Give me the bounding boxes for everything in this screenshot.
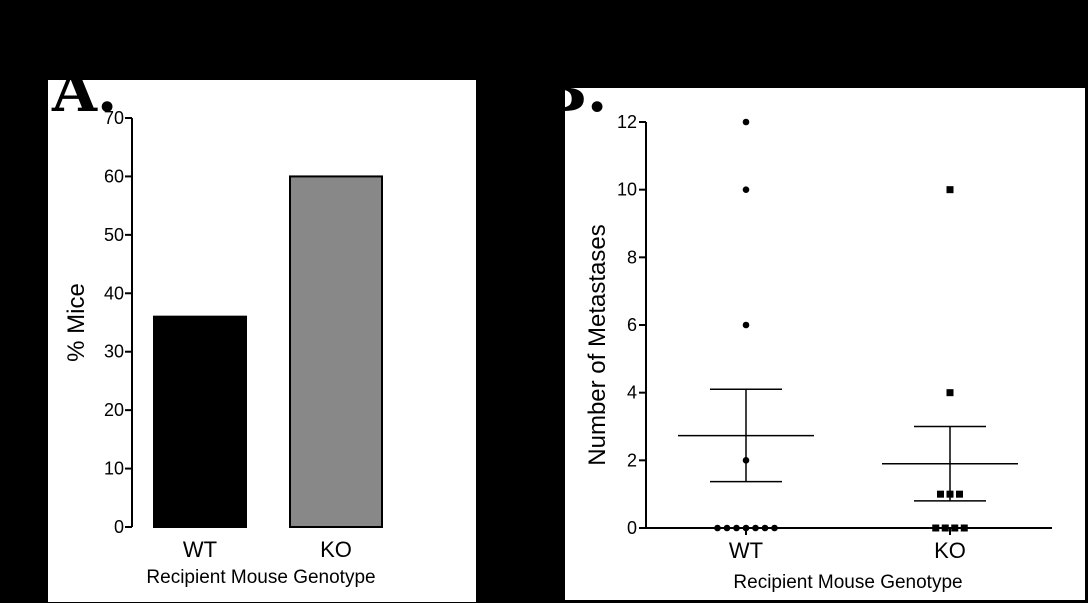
y-tick-label: 50	[104, 225, 124, 245]
y-tick-label: 70	[104, 108, 124, 128]
y-tick-label: 0	[627, 518, 637, 538]
y-tick-label: 12	[617, 112, 637, 132]
y-axis-title: % Mice	[63, 283, 90, 362]
data-point	[752, 524, 759, 532]
y-tick-label: 60	[104, 166, 124, 186]
top-band	[0, 0, 1088, 80]
y-tick-label: 0	[114, 517, 124, 537]
data-point	[946, 186, 954, 194]
data-point	[714, 524, 721, 532]
bar-ko	[289, 175, 383, 529]
data-point	[771, 524, 778, 532]
x-tick-label: WT	[183, 537, 217, 562]
data-point	[937, 490, 944, 498]
bar-wt	[153, 315, 247, 528]
y-tick-label: 10	[104, 459, 124, 479]
y-tick-label: 2	[627, 450, 637, 470]
data-point	[951, 524, 959, 532]
data-point	[941, 524, 949, 532]
data-point	[723, 524, 731, 532]
x-axis-title: Recipient Mouse Genotype	[733, 572, 962, 593]
y-tick-label: 40	[104, 283, 124, 303]
x-tick-label: WT	[729, 538, 763, 563]
panel-a: % Mice Recipient Mouse Genotype 0 10 20 30 4…	[48, 80, 476, 602]
y-tick-label: 8	[627, 247, 637, 267]
scatter-chart: Number of Metastases Recipient Mouse Gen…	[584, 112, 1052, 593]
x-axis-title: Recipient Mouse Genotype	[146, 567, 375, 588]
data-point	[742, 524, 750, 532]
data-point	[742, 186, 750, 193]
data-point	[742, 321, 750, 329]
data-point	[742, 118, 750, 126]
data-point	[761, 524, 769, 532]
data-point	[946, 389, 954, 397]
x-tick-label: KO	[320, 537, 352, 562]
panel-b: Number of Metastases Recipient Mouse Gen…	[565, 88, 1085, 600]
x-tick-label: KO	[934, 538, 966, 563]
data-point	[956, 490, 963, 498]
data-point	[733, 524, 740, 532]
bar-chart: % Mice Recipient Mouse Genotype 0 10 20 30 4…	[63, 108, 383, 588]
y-tick-label: 4	[627, 383, 637, 403]
y-tick-label: 6	[627, 315, 637, 335]
data-point	[960, 524, 968, 532]
y-tick-label: 20	[104, 400, 124, 420]
data-point	[932, 524, 940, 532]
y-axis-title: Number of Metastases	[584, 224, 611, 465]
y-tick-label: 10	[617, 180, 637, 200]
y-tick-label: 30	[104, 342, 124, 362]
middle-band	[476, 80, 565, 603]
